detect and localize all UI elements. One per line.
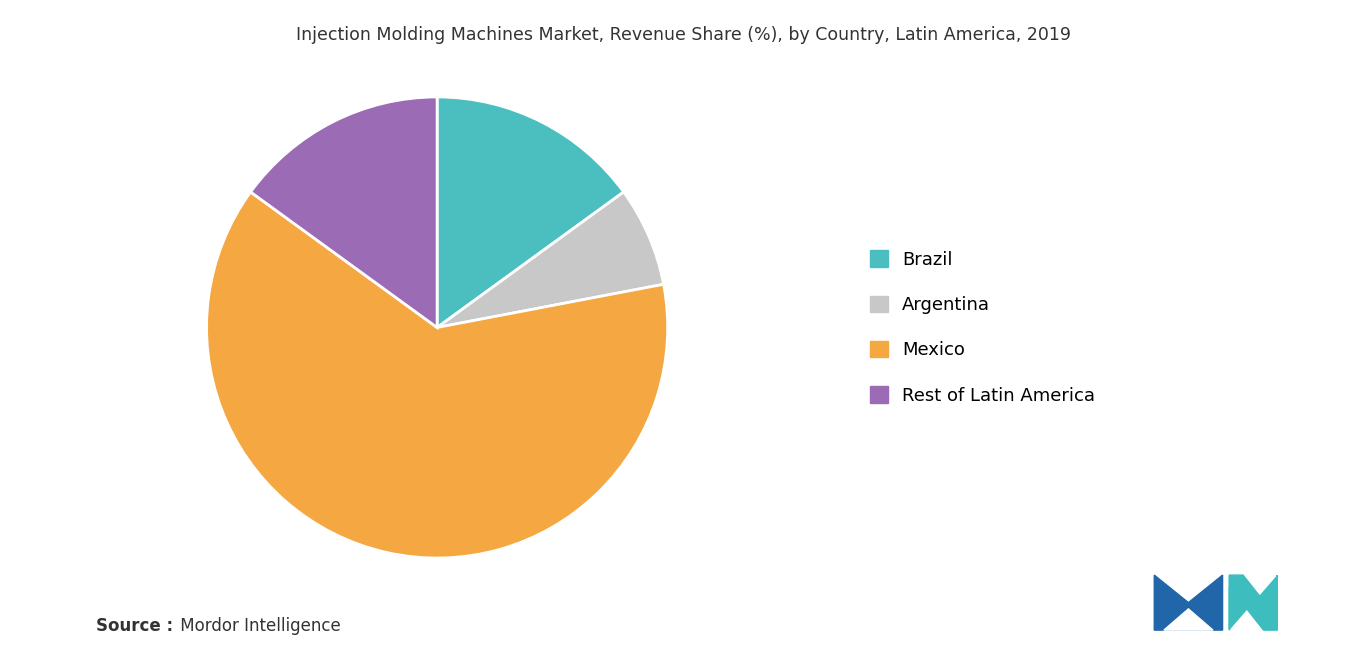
Text: Mordor Intelligence: Mordor Intelligence bbox=[175, 618, 340, 635]
Polygon shape bbox=[1229, 575, 1277, 630]
Text: Source :: Source : bbox=[96, 618, 172, 635]
Polygon shape bbox=[1164, 609, 1213, 630]
Polygon shape bbox=[1154, 575, 1223, 630]
Wedge shape bbox=[437, 192, 664, 328]
Text: Injection Molding Machines Market, Revenue Share (%), by Country, Latin America,: Injection Molding Machines Market, Reven… bbox=[295, 26, 1071, 44]
Legend: Brazil, Argentina, Mexico, Rest of Latin America: Brazil, Argentina, Mexico, Rest of Latin… bbox=[870, 250, 1096, 405]
Wedge shape bbox=[437, 97, 624, 328]
Wedge shape bbox=[250, 97, 437, 328]
Wedge shape bbox=[206, 192, 668, 558]
Polygon shape bbox=[1229, 575, 1277, 630]
